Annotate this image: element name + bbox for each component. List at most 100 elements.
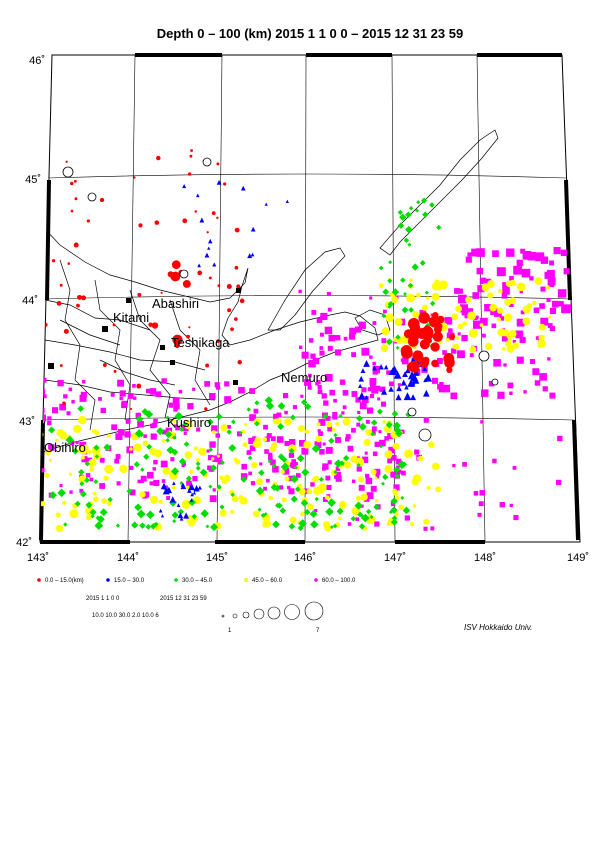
event-shallow xyxy=(137,292,142,297)
event-15-30 xyxy=(197,263,202,268)
event-deep xyxy=(370,485,377,492)
event-45-60 xyxy=(498,288,503,294)
event-45-60 xyxy=(426,485,431,490)
event-deep xyxy=(379,386,386,393)
event-45-60 xyxy=(304,429,310,434)
event-deep xyxy=(48,444,55,451)
event-deep xyxy=(325,446,333,454)
event-45-60 xyxy=(425,296,430,301)
event-deep xyxy=(547,323,553,329)
event-30-45 xyxy=(94,454,100,459)
event-deep xyxy=(276,412,282,418)
event-45-60 xyxy=(371,469,377,476)
event-deep xyxy=(249,445,256,452)
event-deep xyxy=(540,286,546,292)
event-deep xyxy=(319,449,325,455)
event-deep xyxy=(479,277,487,285)
event-deep xyxy=(268,452,273,457)
event-deep xyxy=(532,368,540,376)
event-15-30 xyxy=(422,365,428,371)
event-deep xyxy=(290,464,295,469)
event-30-45 xyxy=(150,522,157,530)
event-15-30 xyxy=(423,377,428,383)
event-deep xyxy=(520,310,525,315)
event-45-60 xyxy=(431,462,440,471)
event-45-60 xyxy=(48,458,53,463)
event-15-30 xyxy=(208,238,213,244)
event-15-30 xyxy=(360,368,366,373)
event-deep xyxy=(270,436,276,442)
event-deep xyxy=(248,471,252,476)
event-45-60 xyxy=(280,469,285,475)
city-label-kitami: Kitami xyxy=(113,310,149,325)
event-shallow xyxy=(67,262,71,265)
magnitude-min-label: 1 xyxy=(228,628,232,634)
event-deep xyxy=(560,249,568,257)
event-deep xyxy=(332,411,338,418)
event-deep xyxy=(347,522,352,526)
event-45-60 xyxy=(548,315,552,319)
event-deep xyxy=(181,463,185,468)
event-shallow xyxy=(70,209,74,213)
event-deep xyxy=(327,426,333,432)
event-15-30 xyxy=(172,481,176,486)
event-30-45 xyxy=(140,467,145,472)
event-deep xyxy=(381,338,387,344)
event-shallow xyxy=(43,322,48,327)
event-30-45 xyxy=(208,484,213,489)
legend-period-end: 2015 12 31 23 59 xyxy=(160,596,207,602)
event-15-30 xyxy=(169,496,176,503)
event-30-45 xyxy=(393,466,400,474)
event-shallow xyxy=(204,407,208,411)
event-shallow xyxy=(446,366,453,373)
event-deep xyxy=(542,386,548,392)
event-45-60 xyxy=(394,512,399,517)
event-45-60 xyxy=(468,328,478,338)
event-45-60 xyxy=(119,464,128,474)
event-deep xyxy=(47,420,52,426)
event-deep xyxy=(263,424,268,430)
event-deep xyxy=(68,387,73,392)
event-deep xyxy=(137,479,141,484)
event-deep xyxy=(284,410,288,415)
event-30-45 xyxy=(388,260,393,265)
event-30-45 xyxy=(397,209,403,215)
event-15-30 xyxy=(372,365,377,371)
event-deep xyxy=(461,334,468,342)
event-45-60 xyxy=(505,340,512,347)
event-deep xyxy=(318,418,326,426)
event-30-45 xyxy=(378,265,384,271)
event-45-60 xyxy=(244,422,248,427)
event-30-45 xyxy=(370,431,376,437)
event-deep xyxy=(308,359,316,368)
event-shallow xyxy=(211,211,216,216)
event-deep xyxy=(516,259,523,267)
event-deep xyxy=(322,442,326,446)
event-30-45 xyxy=(276,502,283,509)
event-45-60 xyxy=(242,442,248,448)
event-15-30 xyxy=(158,508,163,513)
event-30-45 xyxy=(424,290,429,295)
event-30-45 xyxy=(238,430,243,435)
event-45-60 xyxy=(391,296,399,304)
event-deep xyxy=(512,466,517,470)
lat-label: 43˚ xyxy=(19,416,35,428)
event-30-45 xyxy=(188,498,196,507)
event-15-30 xyxy=(250,252,255,257)
event-deep xyxy=(540,256,549,264)
event-deep xyxy=(118,435,123,440)
legend-scale-values: 10.0 10.0 30.0 2.0 10.0 6 xyxy=(92,613,159,619)
event-30-45 xyxy=(134,503,142,512)
event-30-45 xyxy=(309,510,318,518)
event-45-60 xyxy=(252,510,260,518)
event-deep xyxy=(318,431,323,437)
seismic-events xyxy=(40,149,571,533)
event-45-60 xyxy=(254,436,261,443)
event-deep xyxy=(534,380,541,386)
event-deep xyxy=(311,310,317,315)
event-deep xyxy=(175,425,180,431)
event-deep xyxy=(493,358,501,367)
event-45-60 xyxy=(85,514,92,521)
event-45-60 xyxy=(479,323,484,327)
event-45-60 xyxy=(88,458,97,467)
